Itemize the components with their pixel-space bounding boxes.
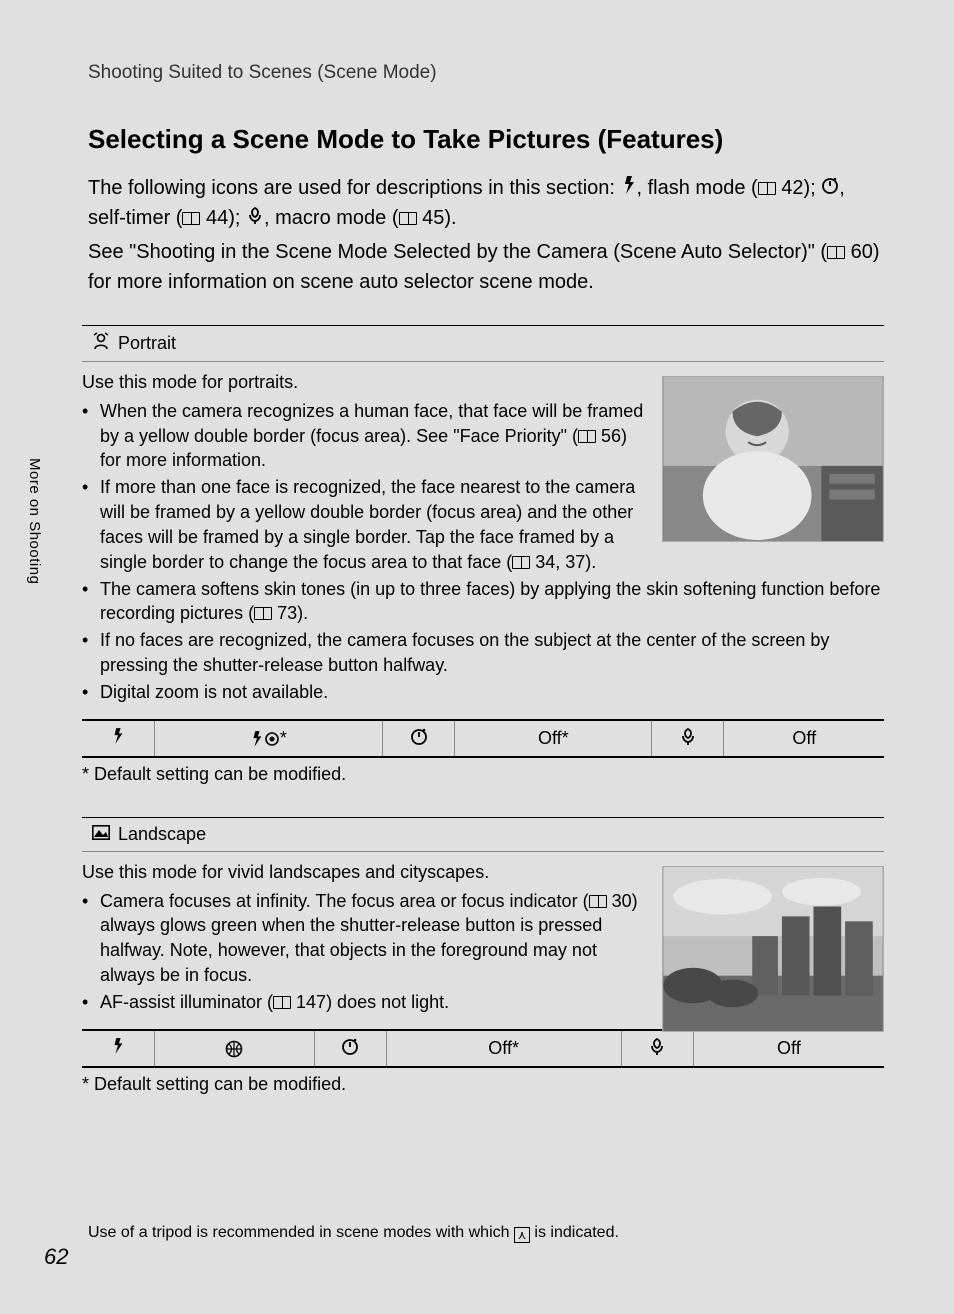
- text: When the camera recognizes a human face,…: [100, 401, 643, 446]
- timer-icon-cell: [383, 720, 455, 757]
- text: 44);: [200, 207, 246, 229]
- list-item: When the camera recognizes a human face,…: [82, 399, 884, 473]
- portrait-heading: Portrait: [118, 333, 176, 354]
- portrait-icon: [92, 332, 110, 355]
- flash-icon: [621, 177, 637, 199]
- tripod-icon: ⋏: [514, 1227, 530, 1243]
- landscape-heading: Landscape: [118, 824, 206, 845]
- book-icon: [182, 212, 200, 225]
- intro-paragraph-1: The following icons are used for descrip…: [88, 173, 884, 233]
- text: The following icons are used for descrip…: [88, 177, 621, 199]
- flash-value: *: [154, 720, 383, 757]
- text: See "Shooting in the Scene Mode Selected…: [88, 241, 827, 263]
- portrait-section: Use this mode for portraits. When the ca…: [82, 370, 884, 705]
- macro-icon-cell: [652, 720, 724, 757]
- flash-icon-cell: [82, 720, 154, 757]
- list-item: If no faces are recognized, the camera f…: [82, 628, 884, 678]
- portrait-bullets: When the camera recognizes a human face,…: [82, 399, 884, 705]
- book-icon: [399, 212, 417, 225]
- text: 73).: [272, 603, 308, 623]
- macro-value: Off: [693, 1030, 884, 1067]
- table-row: Off* Off: [82, 1030, 884, 1067]
- text: is indicated.: [530, 1224, 619, 1241]
- landscape-settings-table: Off* Off: [82, 1029, 884, 1068]
- manual-page: Shooting Suited to Scenes (Scene Mode) S…: [0, 0, 954, 1314]
- text: , macro mode (: [264, 207, 398, 229]
- text: , flash mode (: [637, 177, 758, 199]
- text: *: [280, 728, 287, 748]
- timer-value: Off*: [455, 720, 652, 757]
- macro-value: Off: [724, 720, 884, 757]
- text: If no faces are recognized, the camera f…: [100, 630, 829, 675]
- landscape-section: Use this mode for vivid landscapes and c…: [82, 860, 884, 1015]
- page-title: Selecting a Scene Mode to Take Pictures …: [88, 124, 884, 155]
- text: AF-assist illuminator (: [100, 992, 273, 1012]
- book-icon: [512, 556, 530, 569]
- portrait-heading-row: Portrait: [82, 325, 884, 362]
- portrait-footnote: * Default setting can be modified.: [82, 764, 884, 785]
- page-number: 62: [44, 1244, 68, 1270]
- text: Digital zoom is not available.: [100, 682, 328, 702]
- list-item: AF-assist illuminator ( 147) does not li…: [82, 990, 884, 1015]
- text: Camera focuses at infinity. The focus ar…: [100, 891, 589, 911]
- text: Use of a tripod is recommended in scene …: [88, 1224, 514, 1241]
- book-icon: [758, 182, 776, 195]
- list-item: Camera focuses at infinity. The focus ar…: [82, 889, 884, 988]
- flash-icon-cell: [82, 1030, 154, 1067]
- self-timer-icon: [821, 177, 839, 199]
- side-tab-label: More on Shooting: [26, 458, 43, 584]
- intro-paragraph-2: See "Shooting in the Scene Mode Selected…: [88, 237, 884, 297]
- book-icon: [254, 607, 272, 620]
- flash-value: [154, 1030, 314, 1067]
- text: 45).: [417, 207, 457, 229]
- landscape-icon: [92, 824, 110, 845]
- text: 42);: [776, 177, 822, 199]
- text: 147) does not light.: [291, 992, 449, 1012]
- footer-note: Use of a tripod is recommended in scene …: [88, 1224, 619, 1242]
- book-icon: [578, 430, 596, 443]
- list-item: If more than one face is recognized, the…: [82, 475, 884, 574]
- landscape-footnote: * Default setting can be modified.: [82, 1074, 884, 1095]
- timer-value: Off*: [386, 1030, 621, 1067]
- list-item: Digital zoom is not available.: [82, 680, 884, 705]
- macro-icon: [246, 207, 264, 229]
- text: 34, 37).: [530, 552, 596, 572]
- landscape-heading-row: Landscape: [82, 817, 884, 852]
- book-icon: [273, 996, 291, 1009]
- macro-icon-cell: [621, 1030, 693, 1067]
- book-icon: [589, 895, 607, 908]
- breadcrumb: Shooting Suited to Scenes (Scene Mode): [88, 62, 884, 84]
- timer-icon-cell: [314, 1030, 386, 1067]
- book-icon: [827, 246, 845, 259]
- landscape-bullets: Camera focuses at infinity. The focus ar…: [82, 889, 884, 1015]
- portrait-settings-table: * Off* Off: [82, 719, 884, 758]
- text: The camera softens skin tones (in up to …: [100, 579, 880, 624]
- table-row: * Off* Off: [82, 720, 884, 757]
- list-item: The camera softens skin tones (in up to …: [82, 577, 884, 627]
